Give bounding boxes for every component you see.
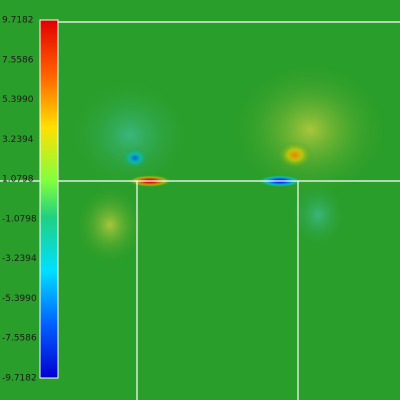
geometry-lines bbox=[0, 21, 400, 400]
colorbar-label: 7.5586 bbox=[2, 55, 34, 65]
colorbar bbox=[39, 19, 59, 379]
colorbar-label: 3.2394 bbox=[2, 135, 34, 145]
field-halo bbox=[75, 185, 145, 265]
colorbar-label: -7.5586 bbox=[2, 334, 37, 344]
field-lobe bbox=[277, 141, 313, 169]
colorbar-label: 5.3990 bbox=[2, 95, 34, 105]
colorbar-label: -3.2394 bbox=[2, 254, 37, 264]
field-halo bbox=[288, 180, 348, 250]
colorbar-label: -9.7182 bbox=[2, 374, 37, 384]
colorbar-label: -5.3990 bbox=[2, 294, 37, 304]
colorbar-label: 1.0798 bbox=[2, 175, 34, 185]
field-halo bbox=[65, 75, 195, 195]
colorbar-label: 9.7182 bbox=[2, 16, 34, 26]
field-lobe bbox=[121, 147, 149, 169]
field-halo bbox=[230, 60, 390, 200]
colorbar-label: -1.0798 bbox=[2, 214, 37, 224]
